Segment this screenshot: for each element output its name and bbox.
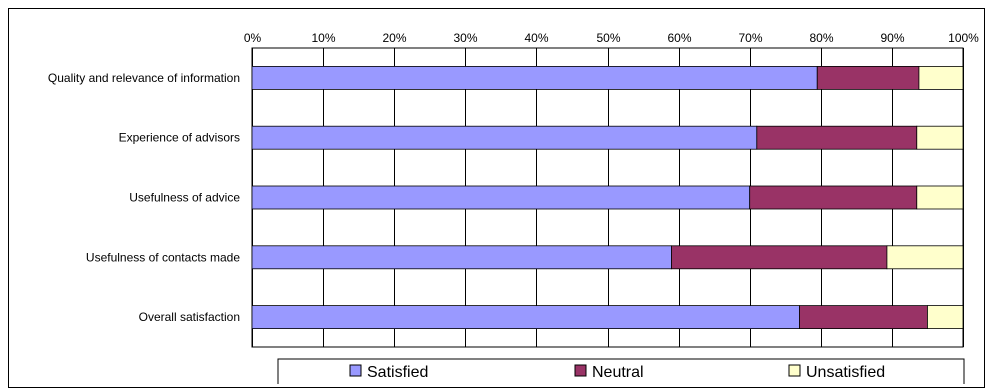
bar-satisfied: [251, 66, 818, 90]
bar-satisfied: [251, 125, 758, 150]
legend-box: [277, 358, 965, 384]
legend-swatch-satisfied: [349, 364, 362, 377]
bar-neutral: [816, 66, 920, 90]
legend-swatch-unsatisfied: [788, 364, 801, 377]
x-tick-label: 50%: [596, 31, 620, 45]
category-label: Quality and relevance of information: [48, 71, 240, 85]
bar-unsatisfied: [886, 245, 964, 270]
bar-unsatisfied: [918, 66, 964, 90]
x-tick-label: 20%: [382, 31, 406, 45]
legend-label-unsatisfied: Unsatisfied: [806, 364, 885, 381]
x-tick-label: 60%: [667, 31, 691, 45]
category-label: Overall satisfaction: [139, 310, 240, 324]
bar-satisfied: [251, 305, 800, 330]
bar-neutral: [749, 185, 918, 210]
x-tick-label: 70%: [738, 31, 762, 45]
x-tick-label: 30%: [453, 31, 477, 45]
x-tick-label: 90%: [880, 31, 904, 45]
x-tick-label: 100%: [948, 31, 979, 45]
legend-label-neutral: Neutral: [592, 364, 644, 381]
bar-unsatisfied: [916, 185, 964, 210]
x-tick-label: 0%: [244, 31, 262, 45]
bar-unsatisfied: [916, 125, 964, 150]
bar-satisfied: [251, 185, 751, 210]
x-tick-label: 40%: [524, 31, 548, 45]
category-label: Experience of advisors: [119, 131, 240, 145]
bar-satisfied: [251, 245, 672, 270]
bar-neutral: [756, 125, 918, 150]
x-tick-label: 80%: [809, 31, 833, 45]
category-label: Usefulness of advice: [129, 191, 240, 205]
bar-unsatisfied: [927, 305, 964, 330]
legend-swatch-neutral: [574, 364, 587, 377]
bar-neutral: [671, 245, 888, 270]
category-label: Usefulness of contacts made: [86, 250, 240, 264]
legend-label-satisfied: Satisfied: [367, 364, 428, 381]
x-tick-label: 10%: [311, 31, 335, 45]
bar-neutral: [799, 305, 928, 330]
